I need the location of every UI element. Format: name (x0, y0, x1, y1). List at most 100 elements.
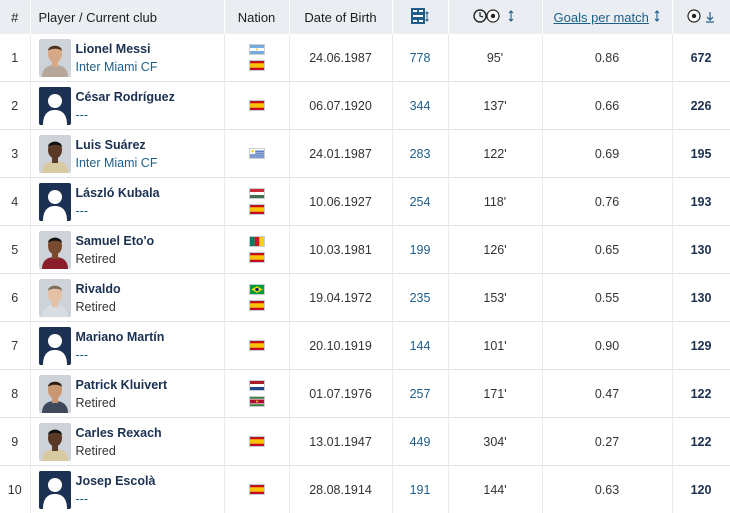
dob-cell: 19.04.1972 (289, 274, 392, 322)
appearances-cell[interactable]: 449 (392, 418, 448, 466)
flag-brazil-icon (249, 284, 265, 295)
dob-cell: 24.01.1987 (289, 130, 392, 178)
flag-spain-icon (249, 484, 265, 495)
player-name-link[interactable]: César Rodríguez (76, 88, 175, 106)
avatar[interactable] (39, 279, 71, 317)
goals-per-match-cell: 0.63 (542, 466, 672, 513)
minutes-per-goal-cell: 171' (448, 370, 542, 418)
appearances-cell[interactable]: 778 (392, 34, 448, 82)
flag-spain-icon (249, 204, 265, 215)
player-name-link[interactable]: László Kubala (76, 184, 160, 202)
goals-per-match-cell: 0.66 (542, 82, 672, 130)
goals-per-match-cell: 0.90 (542, 322, 672, 370)
table-header-row: # Player / Current club Nation Date of B… (0, 0, 730, 34)
player-name-link[interactable]: Mariano Martín (76, 328, 165, 346)
goals-per-match-sort-link[interactable]: Goals per match (554, 10, 649, 25)
dob-cell: 13.01.1947 (289, 418, 392, 466)
player-name-link[interactable]: Josep Escolà (76, 472, 156, 490)
ball-icon[interactable] (687, 11, 701, 26)
avatar[interactable] (39, 231, 71, 269)
appearances-cell[interactable]: 257 (392, 370, 448, 418)
appearances-cell[interactable]: 191 (392, 466, 448, 513)
avatar[interactable] (39, 375, 71, 413)
sort-arrows-icon[interactable] (653, 10, 661, 25)
nation-cell (224, 130, 289, 178)
goals-cell[interactable]: 130 (672, 274, 730, 322)
clock-ball-icon[interactable] (473, 12, 517, 27)
nation-cell (224, 34, 289, 82)
player-name-link[interactable]: Lionel Messi (76, 40, 158, 58)
player-club: Retired (76, 298, 121, 316)
nation-cell (224, 274, 289, 322)
header-goals-per-match[interactable]: Goals per match (542, 0, 672, 34)
player-club[interactable]: Inter Miami CF (76, 154, 158, 172)
header-goals[interactable] (672, 0, 730, 34)
player-name-link[interactable]: Rivaldo (76, 280, 121, 298)
avatar[interactable] (39, 135, 71, 173)
goals-cell[interactable]: 130 (672, 226, 730, 274)
sort-down-icon[interactable] (705, 11, 715, 26)
player-club[interactable]: Inter Miami CF (76, 58, 158, 76)
goals-cell[interactable]: 195 (672, 130, 730, 178)
player-club[interactable]: --- (76, 346, 165, 364)
appearances-cell[interactable]: 199 (392, 226, 448, 274)
player-cell: László Kubala--- (30, 178, 224, 226)
player-name-link[interactable]: Samuel Eto'o (76, 232, 155, 250)
goals-cell[interactable]: 122 (672, 418, 730, 466)
avatar[interactable] (39, 423, 71, 461)
goals-cell[interactable]: 193 (672, 178, 730, 226)
lineup-icon[interactable] (410, 13, 430, 28)
header-nation: Nation (224, 0, 289, 34)
minutes-per-goal-cell: 95' (448, 34, 542, 82)
avatar[interactable] (39, 327, 71, 365)
minutes-per-goal-cell: 304' (448, 418, 542, 466)
avatar[interactable] (39, 39, 71, 77)
nation-cell (224, 370, 289, 418)
minutes-per-goal-cell: 122' (448, 130, 542, 178)
appearances-cell[interactable]: 283 (392, 130, 448, 178)
player-name-link[interactable]: Patrick Kluivert (76, 376, 168, 394)
goals-cell[interactable]: 226 (672, 82, 730, 130)
rank-cell: 7 (0, 322, 30, 370)
player-club[interactable]: --- (76, 490, 156, 508)
player-club[interactable]: --- (76, 106, 175, 124)
goals-cell[interactable]: 672 (672, 34, 730, 82)
dob-cell: 10.06.1927 (289, 178, 392, 226)
rank-cell: 4 (0, 178, 30, 226)
appearances-cell[interactable]: 254 (392, 178, 448, 226)
rank-cell: 1 (0, 34, 30, 82)
avatar[interactable] (39, 183, 71, 221)
player-cell: César Rodríguez--- (30, 82, 224, 130)
player-name-link[interactable]: Carles Rexach (76, 424, 162, 442)
goals-cell[interactable]: 120 (672, 466, 730, 513)
goals-cell[interactable]: 122 (672, 370, 730, 418)
flag-spain-icon (249, 252, 265, 263)
rank-cell: 9 (0, 418, 30, 466)
header-appearances[interactable] (392, 0, 448, 34)
dob-cell: 20.10.1919 (289, 322, 392, 370)
appearances-cell[interactable]: 235 (392, 274, 448, 322)
player-club[interactable]: --- (76, 202, 160, 220)
avatar[interactable] (39, 87, 71, 125)
goals-per-match-cell: 0.47 (542, 370, 672, 418)
dob-cell: 06.07.1920 (289, 82, 392, 130)
goals-per-match-cell: 0.55 (542, 274, 672, 322)
nation-cell (224, 466, 289, 513)
goals-cell[interactable]: 129 (672, 322, 730, 370)
appearances-cell[interactable]: 144 (392, 322, 448, 370)
player-club: Retired (76, 442, 162, 460)
player-name-link[interactable]: Luis Suárez (76, 136, 158, 154)
flag-spain-icon (249, 300, 265, 311)
player-cell: Mariano Martín--- (30, 322, 224, 370)
appearances-cell[interactable]: 344 (392, 82, 448, 130)
header-minutes-per-goal[interactable] (448, 0, 542, 34)
avatar[interactable] (39, 471, 71, 509)
